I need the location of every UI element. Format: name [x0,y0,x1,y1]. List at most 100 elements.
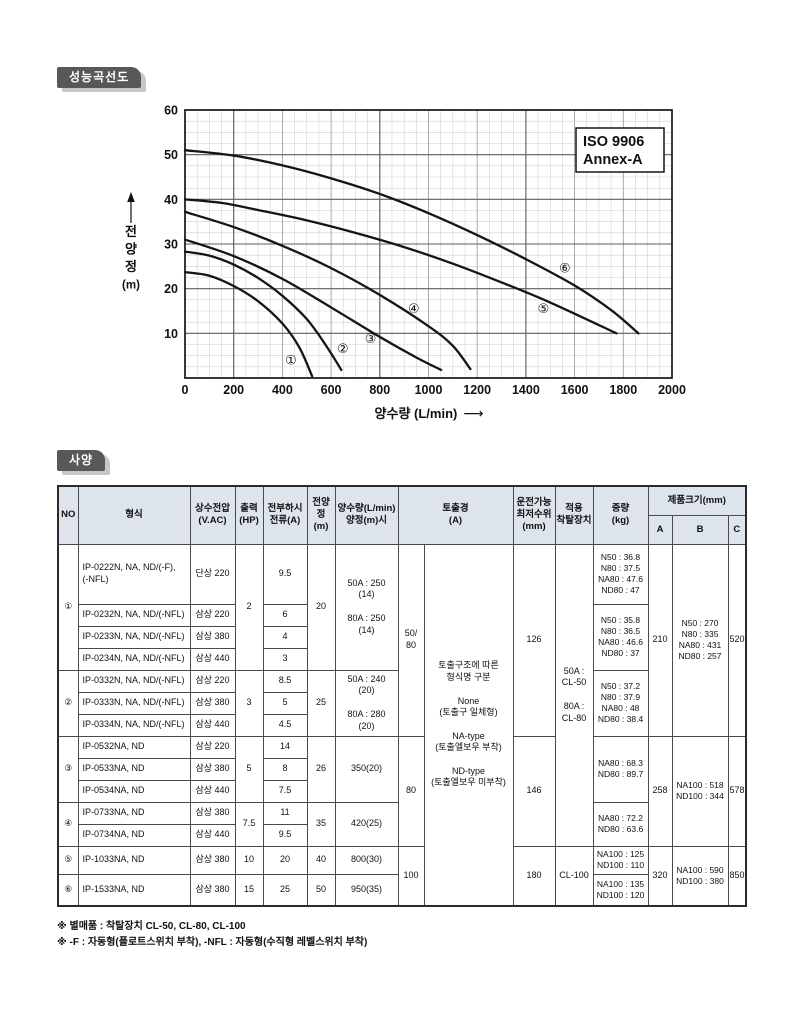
table-row: IP-0534NA, ND 삼상 440 7.5 [58,779,746,803]
col-total-head: 전양정 (m) [306,485,336,545]
col-flow-rate: 양수량(L/min) 양정(m)시 [334,485,399,545]
footnote-model-suffix: ※ -F : 자동형(플로트스위치 부착), -NFL : 자동형(수직형 레벨… [57,937,368,948]
flow-cell: 800(30) [334,845,399,875]
curve-1 [183,270,314,378]
weight-cell: NA100 : 135 ND100 : 120 [592,873,649,907]
voltage-cell: 삼상 380 [189,691,236,715]
col-size-c: C [727,514,747,545]
curve-6 [183,149,640,335]
y-axis-label-char: 양 [125,242,137,257]
voltage-cell: 삼상 380 [189,845,236,875]
model-cell: IP-1033NA, ND [77,845,191,875]
output-cell: 15 [234,873,264,907]
curve-label-2: ② [337,341,349,356]
current-cell: 20 [262,845,308,875]
voltage-cell: 삼상 440 [189,823,236,847]
model-cell: IP-0734NA, ND [77,823,191,847]
model-cell: IP-0332N, NA, ND/(-NFL) [77,669,191,693]
size-a-cell: 258 [647,735,673,847]
performance-curves: ① ② ③ ④ ⑤ ⑥ [183,149,640,378]
x-axis-label-text: 양수량 (L/min) [374,406,458,421]
model-cell: IP-0232N, NA, ND/(-NFL) [77,603,191,627]
model-cell: IP-0733NA, ND [77,801,191,825]
voltage-cell: 삼상 380 [189,873,236,907]
section-badge-spec: 사양 [57,450,106,471]
x-tick-label: 2000 [658,383,686,397]
table-row: IP-0533NA, ND 삼상 380 8 [58,757,746,781]
col-product-size: 제품크기(mm) [647,485,747,516]
voltage-cell: 삼상 220 [189,669,236,693]
current-cell: 9.5 [262,543,308,605]
current-cell: 14 [262,735,308,759]
x-tick-label: 1000 [415,383,443,397]
curve-label-4: ④ [408,301,420,316]
table-row: IP-0232N, NA, ND/(-NFL) 삼상 220 6 N50 : 35.8… [58,603,746,671]
group-no: ⑥ [57,873,79,907]
voltage-cell: 삼상 220 [189,735,236,759]
voltage-cell: 삼상 440 [189,713,236,737]
weight-cell: N50 : 37.2 N80 : 37.9 NA80 : 48 ND80 : 3… [592,669,649,737]
x-tick-label: 1200 [463,383,491,397]
weight-cell: NA100 : 125 ND100 : 110 [592,845,649,875]
col-weight: 중량 (kg) [592,485,649,545]
performance-curve-chart: ① ② ③ ④ ⑤ ⑥ 0 200 400 600 800 1000 1200 1400 1600 1800 2… [122,104,686,398]
col-no: NO [57,485,79,545]
curve-2 [183,250,343,372]
iso-annotation-box [575,127,665,173]
head-cell: 25 [306,669,336,737]
size-a-cell: 210 [647,543,673,737]
flow-cell: 350(20) [334,735,399,803]
bore-cell: 80 [397,735,425,847]
weight-cell: N50 : 35.8 N80 : 36.5 NA80 : 46.6 ND80 :… [592,603,649,671]
curve-label-3: ③ [365,331,377,346]
current-cell: 6 [262,603,308,627]
col-voltage: 상수전압 (V.AC) [189,485,236,545]
y-tick-label: 60 [164,104,178,118]
y-tick-label: 30 [164,238,178,252]
min-level-cell: 180 [512,845,556,907]
current-cell: 11 [262,801,308,825]
voltage-cell: 삼상 440 [189,647,236,671]
x-tick-label: 800 [369,383,390,397]
model-cell: IP-1533NA, ND [77,873,191,907]
flow-cell: 50A : 240 (20) 80A : 280 (20) [334,669,399,737]
col-full-load-current: 전부하시 전류(A) [262,485,308,545]
col-model: 형식 [77,485,191,545]
model-cell: IP-0234N, NA, ND/(-NFL) [77,647,191,671]
group-no: ② [57,669,79,737]
table-row: ③ IP-0532NA, ND 삼상 220 5 14 26 350(20) 80 146 NA8… [57,735,747,847]
weight-cell: N50 : 36.8 N80 : 37.5 NA80 : 47.6 ND80 :… [592,543,649,605]
spec-table: NO 형식 상수전압 (V.AC) 출력 (HP) 전부하시 전류(A) 전양정 (m) 양… [57,485,748,907]
voltage-cell: 삼상 440 [189,779,236,803]
current-cell: 7.5 [262,779,308,803]
current-cell: 8 [262,757,308,781]
curve-4 [183,210,472,371]
current-cell: 4.5 [262,713,308,737]
y-tick-label: 50 [164,148,178,162]
coupling-cell: CL-100 [554,845,594,907]
output-cell: 2 [234,543,264,671]
model-cell: IP-0333N, NA, ND/(-NFL) [77,691,191,715]
group-no: ⑤ [57,845,79,875]
group-no: ① [57,543,79,671]
output-cell: 3 [234,669,264,737]
iso-annotation-line1: ISO 9906 [583,134,644,150]
size-c-cell: 578 [727,735,747,847]
voltage-cell: 삼상 380 [189,757,236,781]
up-arrow-head-icon [127,192,135,202]
size-b-cell: NA100 : 518 ND100 : 344 [671,735,729,847]
col-coupling-device: 적용 착탈장치 [554,485,594,545]
x-tick-label: 1600 [561,383,589,397]
y-tick-label: 10 [164,327,178,341]
y-tick-label: 40 [164,193,178,207]
size-a-cell: 320 [647,845,673,907]
table-row: ② IP-0332N, NA, ND/(-NFL) 삼상 220 3 8.5 25 50A … [57,669,746,737]
current-cell: 5 [262,691,308,715]
table-row: ⑥ IP-1533NA, ND 삼상 380 15 25 50 950(35) NA100 :… [57,873,746,907]
table-row: ⑤ IP-1033NA, ND 삼상 380 10 20 40 800(30) 100 180 C… [57,845,747,907]
size-c-cell: 520 [727,543,747,737]
y-axis-label-char: 전 [125,224,137,239]
model-cell: IP-0334N, NA, ND/(-NFL) [77,713,191,737]
bore-cell: 100 [397,845,425,907]
chart-x-axis-label: 양수량 (L/min) ⟶ [185,403,672,422]
